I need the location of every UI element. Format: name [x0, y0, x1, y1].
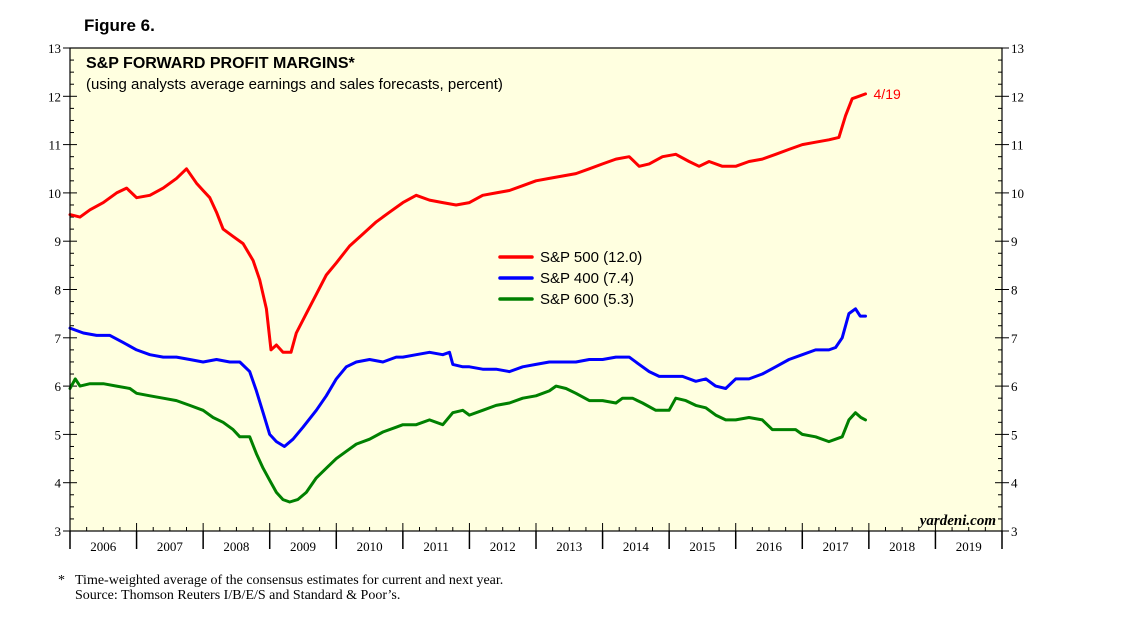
footnote-star: *: [58, 573, 65, 588]
y-tick-label-left: 4: [55, 476, 62, 491]
y-tick-label-right: 12: [1011, 89, 1024, 104]
x-tick-label: 2009: [290, 539, 316, 554]
y-tick-label-right: 13: [1011, 41, 1024, 56]
x-tick-label: 2013: [556, 539, 582, 554]
y-tick-label-left: 3: [55, 524, 62, 539]
plot-area: [70, 48, 1002, 531]
x-tick-label: 2018: [889, 539, 915, 554]
x-tick-label: 2015: [689, 539, 715, 554]
x-tick-label: 2006: [90, 539, 117, 554]
y-tick-label-right: 5: [1011, 427, 1018, 442]
y-tick-label-right: 8: [1011, 283, 1018, 298]
legend-label-1: S&P 500 (12.0): [540, 249, 642, 266]
y-tick-label-right: 4: [1011, 476, 1018, 491]
chart-title: S&P FORWARD PROFIT MARGINS*: [86, 55, 356, 72]
series-lines: [68, 92, 867, 504]
y-tick-label-left: 9: [55, 234, 62, 249]
y-tick-label-right: 3: [1011, 524, 1018, 539]
y-tick-label-right: 9: [1011, 234, 1018, 249]
legend: S&P 500 (12.0) S&P 400 (7.4) S&P 600 (5.3): [498, 249, 642, 308]
y-tick-label-right: 7: [1011, 331, 1018, 346]
chart: 3 4 5 6 7 8 9 10 11 12 13 3 4 5 6 7 8 9 10 11 12 13 2006 2007…: [48, 41, 1024, 554]
end-annotation: 4/19: [874, 86, 901, 102]
x-tick-label: 2010: [357, 539, 383, 554]
footnote-line-2: Source: Thomson Reuters I/B/E/S and Stan…: [75, 588, 401, 603]
y-tick-label-left: 13: [48, 41, 61, 56]
figure-label: Figure 6.: [84, 16, 155, 35]
y-axis-left: 3 4 5 6 7 8 9 10 11 12 13: [48, 41, 62, 539]
y-tick-label-left: 7: [55, 331, 62, 346]
y-tick-label-right: 11: [1011, 138, 1024, 153]
x-tick-label: 2012: [490, 539, 516, 554]
series-line-2: [68, 307, 867, 448]
x-axis: 2006 2007 2008 2009 2010 2011 2012 2013 2014 2015…: [69, 523, 1003, 554]
series-line-3: [68, 377, 867, 504]
y-tick-label-left: 10: [48, 186, 61, 201]
x-tick-label: 2014: [623, 539, 650, 554]
y-tick-label-left: 8: [55, 283, 62, 298]
x-tick-label: 2011: [423, 539, 449, 554]
legend-label-2: S&P 400 (7.4): [540, 270, 634, 287]
y-tick-label-right: 6: [1011, 379, 1018, 394]
y-tick-label-left: 11: [48, 138, 61, 153]
x-tick-label: 2016: [756, 539, 783, 554]
footnote: * Time-weighted average of the consensus …: [58, 573, 503, 603]
x-tick-label: 2007: [157, 539, 184, 554]
watermark: yardeni.com: [918, 513, 996, 529]
series-line-1: [68, 92, 867, 354]
y-tick-label-left: 5: [55, 427, 62, 442]
legend-label-3: S&P 600 (5.3): [540, 291, 634, 308]
footnote-line-1: Time-weighted average of the consensus e…: [75, 573, 504, 588]
plot-frame: [69, 47, 1003, 532]
x-tick-label: 2019: [956, 539, 982, 554]
y-axis-right: 3 4 5 6 7 8 9 10 11 12 13: [1011, 41, 1024, 539]
y-tick-label-left: 12: [48, 89, 61, 104]
y-tick-label-left: 6: [55, 379, 62, 394]
x-tick-label: 2008: [223, 539, 249, 554]
y-tick-label-right: 10: [1011, 186, 1024, 201]
x-tick-label: 2017: [823, 539, 850, 554]
chart-subtitle: (using analysts average earnings and sal…: [86, 76, 503, 93]
